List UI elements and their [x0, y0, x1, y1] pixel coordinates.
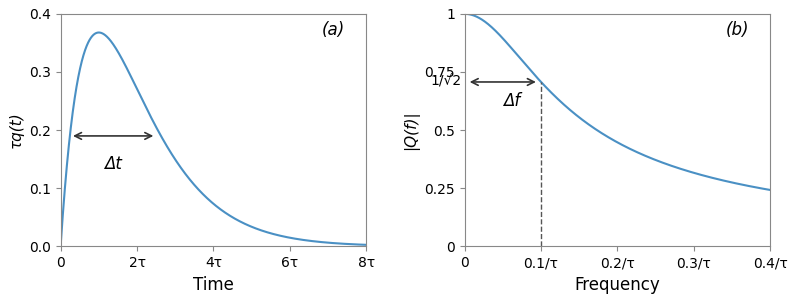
- Text: (b): (b): [725, 21, 749, 39]
- Text: 1/√2: 1/√2: [431, 75, 462, 89]
- Y-axis label: τq(t): τq(t): [8, 112, 23, 149]
- X-axis label: Frequency: Frequency: [575, 276, 661, 294]
- Text: Δf: Δf: [503, 92, 521, 111]
- Text: Δt: Δt: [104, 155, 122, 172]
- Y-axis label: |Q(f)|: |Q(f)|: [403, 110, 419, 150]
- Text: (a): (a): [322, 21, 345, 39]
- X-axis label: Time: Time: [193, 276, 234, 294]
